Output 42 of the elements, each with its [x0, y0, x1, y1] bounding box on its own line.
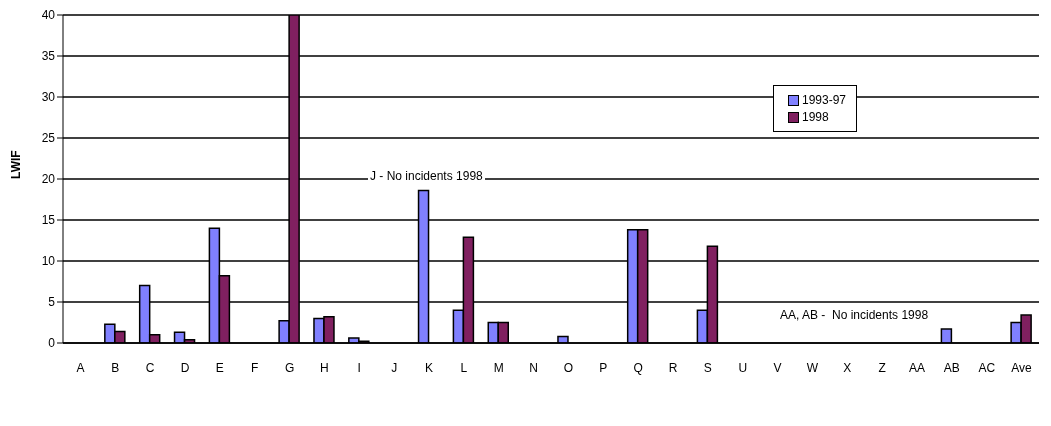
legend-label: 1998 [802, 110, 829, 124]
x-tick-label: A [76, 360, 85, 375]
x-tick-label: K [424, 360, 434, 375]
y-tick-label: 30 [41, 90, 56, 105]
x-tick-label: J [391, 360, 398, 375]
x-tick-label: O [563, 360, 574, 375]
x-tick-label: F [251, 360, 259, 375]
x-tick-label: N [529, 360, 538, 375]
annotation: J - No incidents 1998 [368, 169, 485, 183]
legend-label: 1993-97 [802, 93, 847, 107]
x-tick-label: AA [908, 360, 926, 375]
x-tick-label: L [460, 360, 468, 375]
x-tick-label: I [357, 360, 361, 375]
x-tick-label: V [773, 360, 782, 375]
x-tick-label: P [599, 360, 608, 375]
x-tick-label: G [284, 360, 295, 375]
y-tick-label: 5 [48, 295, 56, 310]
x-tick-label: B [111, 360, 120, 375]
y-tick-label: 40 [41, 8, 56, 23]
y-tick-label: 0 [48, 336, 56, 351]
x-tick-label: D [180, 360, 190, 375]
y-axis-title: LWIF [9, 150, 24, 179]
x-tick-label: Z [878, 360, 886, 375]
x-tick-label: Q [633, 360, 643, 375]
y-tick-label: 35 [41, 49, 56, 64]
y-tick-label: 10 [41, 254, 56, 269]
annotation: AA, AB - No incidents 1998 [778, 308, 931, 322]
y-tick-label: 15 [41, 213, 56, 228]
x-tick-label: M [493, 360, 504, 375]
x-tick-label: U [738, 360, 748, 375]
x-tick-label: E [215, 360, 224, 375]
x-tick-label: AB [943, 360, 960, 375]
y-tick-label: 25 [41, 131, 56, 146]
y-tick-label: 20 [41, 172, 56, 187]
x-tick-label: W [806, 360, 819, 375]
x-tick-label: S [703, 360, 712, 375]
x-tick-label: H [320, 360, 329, 375]
x-tick-label: C [145, 360, 155, 375]
x-tick-label: R [668, 360, 678, 375]
x-tick-label: X [843, 360, 852, 375]
x-tick-label: AC [978, 360, 996, 375]
x-tick-label: Ave [1011, 360, 1033, 375]
